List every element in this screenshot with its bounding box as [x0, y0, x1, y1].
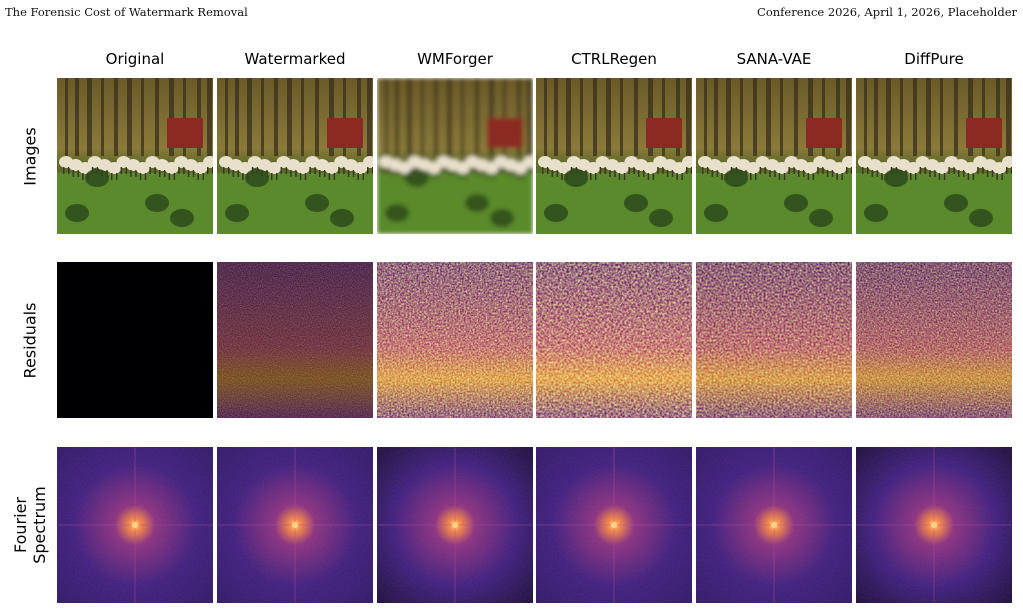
column-title-ctrlregen: CTRLRegen: [571, 50, 657, 68]
residuals-tile-ctrlregen: [536, 262, 692, 418]
column-title-wmforger: WMForger: [417, 50, 493, 68]
images-tile-watermarked: [217, 78, 373, 234]
residuals-tile-diffpure: [856, 262, 1012, 418]
column-title-diffpure: DiffPure: [904, 50, 964, 68]
residuals-tile-original: [57, 262, 213, 418]
images-tile-sana-vae: [696, 78, 852, 234]
images-tile-original: [57, 78, 213, 234]
fourier-tile-sana-vae: [696, 447, 852, 603]
row-label-images: Images: [20, 126, 40, 186]
row-label-residuals: Residuals: [20, 302, 40, 378]
fourier-tile-diffpure: [856, 447, 1012, 603]
fourier-tile-ctrlregen: [536, 447, 692, 603]
fourier-tile-wmforger: [377, 447, 533, 603]
running-head-title: The Forensic Cost of Watermark Removal: [5, 5, 248, 19]
images-tile-ctrlregen: [536, 78, 692, 234]
running-head-conference: Conference 2026, April 1, 2026, Placehol…: [757, 5, 1017, 19]
images-tile-diffpure: [856, 78, 1012, 234]
column-title-original: Original: [105, 50, 165, 68]
residuals-tile-wmforger: [377, 262, 533, 418]
residuals-tile-sana-vae: [696, 262, 852, 418]
column-title-watermarked: Watermarked: [244, 50, 346, 68]
fourier-tile-watermarked: [217, 447, 373, 603]
fourier-tile-original: [57, 447, 213, 603]
column-title-sana-vae: SANA-VAE: [736, 50, 812, 68]
row-label-fourier-spectrum: Fourier Spectrum: [11, 486, 49, 564]
images-tile-wmforger: [377, 78, 533, 234]
residuals-tile-watermarked: [217, 262, 373, 418]
